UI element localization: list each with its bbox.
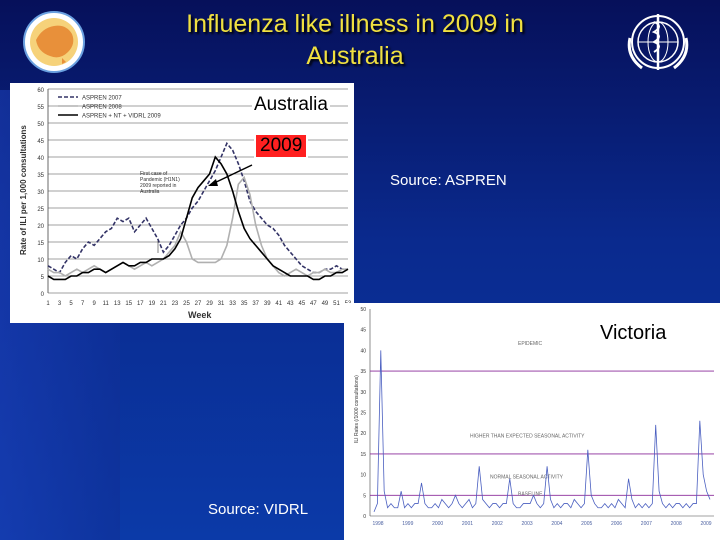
- x-tick-label: 37: [252, 301, 259, 307]
- title-line-1: Influenza like illness in 2009 in: [186, 10, 524, 38]
- x-tick-label: 2000: [432, 521, 443, 527]
- y-tick-label: 30: [37, 190, 44, 196]
- victoria-callout: Victoria: [600, 322, 667, 344]
- y-tick-label: 45: [37, 139, 44, 145]
- threshold-label: EPIDEMIC: [518, 341, 543, 347]
- x-tick-label: 41: [275, 301, 282, 307]
- x-tick-label: 2004: [551, 521, 562, 527]
- chart-legend: ASPREN 2007 ASPREN 2008 ASPREN + NT + VIDR…: [58, 96, 161, 120]
- x-tick-label: 43: [287, 301, 294, 307]
- x-tick-label: 2009: [700, 521, 711, 527]
- y-tick-label: 55: [37, 105, 44, 111]
- threshold-label: NORMAL SEASONAL ACTIVITY: [490, 475, 564, 481]
- source-vidrl-label: Source: VIDRL: [208, 501, 309, 518]
- x-tick-label: 9: [92, 301, 96, 307]
- x-tick-label: 45: [299, 301, 306, 307]
- y-tick-label: 10: [37, 258, 44, 264]
- series-line-0: [47, 141, 348, 274]
- y-tick-label: 40: [37, 156, 44, 162]
- who-emblem-icon: [627, 14, 689, 70]
- x-tick-label: 31: [218, 301, 225, 307]
- y-tick-label: 35: [360, 369, 366, 375]
- x-tick-label: 15: [125, 301, 132, 307]
- victoria-ili-chart: 0 5 10 15 20 25 30 35 40 45 50 1998 1999 2000 2001 200…: [354, 307, 714, 527]
- victoria-chart-panel: 0 5 10 15 20 25 30 35 40 45 50 1998 1999 2000 2001 200…: [344, 303, 720, 540]
- x-tick-label: 1998: [372, 521, 383, 527]
- x-tick-label: 21: [160, 301, 167, 307]
- threshold-label: HIGHER THAN EXPECTED SEASONAL ACTIVITY: [470, 433, 585, 439]
- series-line-1: [47, 175, 348, 277]
- x-tick-label: 2008: [671, 521, 682, 527]
- y-tick-label: 25: [360, 411, 366, 417]
- y-tick-label: 25: [37, 207, 44, 213]
- x-tick-label: 47: [310, 301, 317, 307]
- x-tick-label: 23: [172, 301, 179, 307]
- chart-annotation: First case of Pandemic (H1N1) 2009 repor…: [140, 171, 181, 195]
- legend-label: ASPREN 2008: [82, 105, 122, 111]
- x-tick-label: 2006: [611, 521, 622, 527]
- x-tick-label: 27: [195, 301, 202, 307]
- y-tick-label: 40: [360, 348, 366, 354]
- x-tick-label: 13: [114, 301, 121, 307]
- x-tick-label: 11: [103, 301, 110, 307]
- x-tick-label: 49: [322, 301, 329, 307]
- x-tick-label: 7: [81, 301, 85, 307]
- y-tick-label: 5: [363, 493, 366, 499]
- x-tick-label: 5: [69, 301, 73, 307]
- legend-label: ASPREN 2007: [82, 96, 122, 102]
- x-tick-label: 19: [149, 301, 156, 307]
- y-tick-label: 50: [360, 307, 366, 313]
- y-tick-label: 15: [37, 241, 44, 247]
- x-tick-label: 51: [333, 301, 340, 307]
- y-tick-label: 30: [360, 390, 366, 396]
- y-tick-label: 15: [360, 452, 366, 458]
- series-line-2: [47, 155, 349, 281]
- threshold-label: BASELINE: [518, 491, 543, 497]
- series-line-0: [373, 350, 711, 513]
- y-tick-label: 20: [360, 431, 366, 437]
- y-axis-label: Rate of ILI per 1,000 consultations: [19, 125, 28, 255]
- australia-callout: Australia: [252, 94, 330, 116]
- australia-chart-panel: 0 5 10 15 20 25 30 35 40 45 50 55 60 1 3 5 7 9 11 13 15 17 19…: [10, 83, 354, 323]
- y-tick-label: 5: [41, 275, 45, 281]
- x-tick-label: 2007: [641, 521, 652, 527]
- x-tick-label: 39: [264, 301, 271, 307]
- x-tick-label: 1: [46, 301, 50, 307]
- y-tick-label: 45: [360, 328, 366, 334]
- x-tick-label: 2003: [522, 521, 533, 527]
- x-tick-label: 35: [241, 301, 248, 307]
- aspren-logo-icon: [23, 11, 85, 73]
- x-tick-label: 25: [183, 301, 190, 307]
- legend-label: ASPREN + NT + VIDRL 2009: [82, 114, 161, 120]
- y-tick-label: 0: [41, 292, 45, 298]
- x-tick-label: 3: [58, 301, 62, 307]
- y-tick-label: 35: [37, 173, 44, 179]
- slide-title: Influenza like illness in 2009 in Austra…: [130, 8, 580, 72]
- x-tick-label: 2001: [462, 521, 473, 527]
- x-axis-label: Week: [188, 310, 212, 320]
- y-tick-label: 60: [37, 88, 44, 94]
- x-tick-label: 17: [137, 301, 144, 307]
- x-tick-label: 2005: [581, 521, 592, 527]
- y-tick-label: 20: [37, 224, 44, 230]
- y-axis-label: ILI Rates (/1000 consultations): [354, 375, 360, 443]
- y-tick-label: 0: [363, 514, 366, 520]
- x-tick-label: 29: [206, 301, 213, 307]
- year-2009-callout: 2009: [254, 133, 309, 159]
- x-tick-label: 33: [229, 301, 236, 307]
- source-aspren-label: Source: ASPREN: [390, 172, 507, 189]
- x-tick-label: 1999: [402, 521, 413, 527]
- x-tick-label: 2002: [492, 521, 503, 527]
- title-line-2: Australia: [306, 42, 404, 70]
- y-tick-label: 10: [360, 473, 366, 479]
- y-tick-label: 50: [37, 122, 44, 128]
